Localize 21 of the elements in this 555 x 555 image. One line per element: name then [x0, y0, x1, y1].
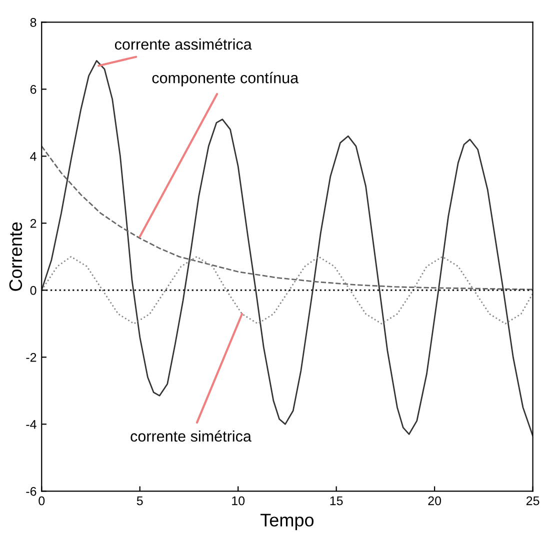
y-axis-title: Corrente — [9, 222, 22, 291]
x-tick-label: 20 — [428, 496, 442, 506]
x-axis-title: Tempo — [260, 514, 314, 530]
x-tick-label: 10 — [232, 496, 245, 506]
y-tick-label: -2 — [26, 352, 36, 362]
y-tick-label: -6 — [26, 486, 36, 496]
y-tick-label: -4 — [26, 420, 36, 429]
y-tick-label: 8 — [30, 18, 36, 27]
y-tick-label: 2 — [30, 218, 36, 228]
x-tick-label: 25 — [526, 496, 540, 506]
annotation: corrente simétrica — [130, 430, 252, 442]
x-tick-label: 15 — [330, 496, 343, 506]
annotation: corrente assimétrica — [114, 38, 252, 50]
y-tick-label: 6 — [30, 84, 36, 94]
annotation: componente contínua — [152, 72, 299, 86]
line-series — [42, 145, 533, 290]
x-tick-label: 5 — [136, 496, 143, 506]
x-tick-label: 0 — [38, 496, 45, 506]
y-tick-label: 0 — [30, 286, 36, 295]
y-tick-label: 4 — [30, 152, 36, 161]
line-series — [42, 256, 533, 324]
